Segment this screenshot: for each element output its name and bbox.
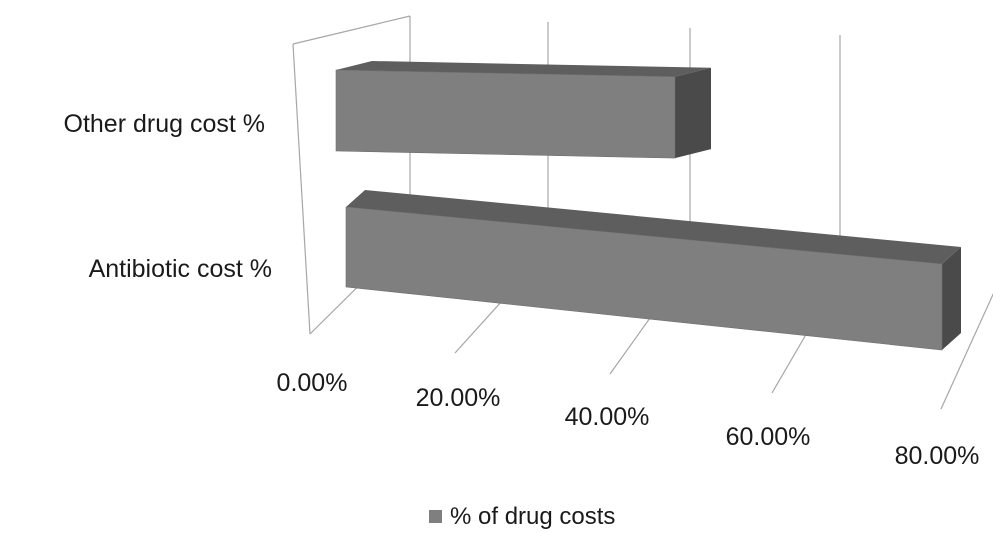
- bar-other-drug: [335, 61, 711, 159]
- x-tick-label: 40.00%: [565, 403, 650, 431]
- side-wall-top: [292, 15, 411, 45]
- gridline-floor: [940, 292, 993, 410]
- bar-side-face: [942, 247, 961, 350]
- bar-side-face: [675, 67, 711, 159]
- legend-swatch: [429, 510, 442, 523]
- x-tick-label: 20.00%: [416, 384, 501, 412]
- category-label: Other drug cost %: [64, 110, 265, 138]
- bars-layer: [335, 61, 961, 351]
- bar-top-face: [346, 190, 961, 264]
- bar-front-face: [345, 206, 943, 351]
- x-tick-label: 0.00%: [277, 369, 348, 397]
- bar-front-face: [335, 69, 676, 159]
- x-tick-label: 80.00%: [895, 442, 980, 470]
- side-wall-front: [292, 43, 311, 335]
- bar-top-face: [336, 61, 711, 77]
- x-tick-label: 60.00%: [726, 423, 811, 451]
- legend: % of drug costs: [429, 503, 615, 530]
- legend-label: % of drug costs: [450, 503, 615, 530]
- bar-antibiotic: [345, 190, 961, 351]
- labels-layer: Antibiotic cost % Other drug cost % 0.00% 2…: [64, 110, 980, 470]
- category-label: Antibiotic cost %: [89, 255, 272, 283]
